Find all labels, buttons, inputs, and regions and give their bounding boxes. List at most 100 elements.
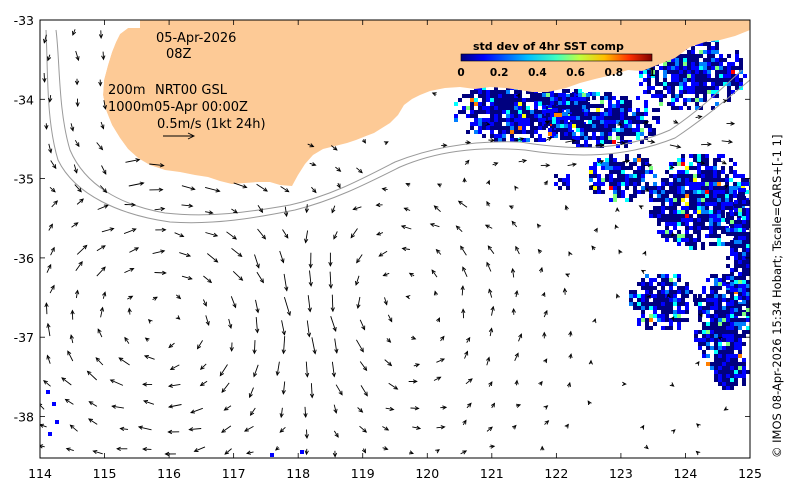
current-arrow <box>617 121 623 126</box>
sst-pixel <box>667 102 671 106</box>
sst-pixel <box>478 102 482 106</box>
sst-pixel <box>566 105 570 109</box>
sst-pixel <box>714 302 718 306</box>
sst-pixel <box>669 210 673 214</box>
sst-pixel <box>750 248 754 252</box>
sst-pixel <box>727 94 731 98</box>
current-arrow <box>205 232 219 237</box>
sst-pixel <box>608 124 612 128</box>
sst-pixel <box>706 354 710 358</box>
sst-pixel <box>661 298 665 302</box>
sst-pixel <box>683 74 687 78</box>
sst-pixel <box>671 82 675 86</box>
sst-pixel <box>701 174 705 178</box>
current-arrow <box>243 426 254 432</box>
sst-pixel <box>498 114 502 118</box>
sst-pixel <box>730 318 734 322</box>
sst-pixel <box>645 306 649 310</box>
sst-pixel <box>474 98 478 102</box>
sst-pixel <box>673 234 677 238</box>
sst-pixel <box>596 92 600 96</box>
sst-pixel <box>750 208 754 212</box>
sst-pixel <box>494 118 498 122</box>
sst-pixel <box>734 362 738 366</box>
sst-pixel <box>691 78 695 82</box>
sst-pixel <box>718 354 722 358</box>
sst-pixel <box>717 206 721 210</box>
sst-pixel <box>710 290 714 294</box>
sst-pixel <box>702 298 706 302</box>
sst-pixel <box>742 232 746 236</box>
current-arrow <box>436 317 440 323</box>
sst-pixel <box>661 302 665 306</box>
sst-pixel <box>633 182 637 186</box>
current-arrow <box>356 296 361 310</box>
current-arrow <box>74 139 80 148</box>
sst-pixel <box>722 310 726 314</box>
current-arrow <box>435 449 440 454</box>
sst-pixel <box>589 186 593 190</box>
current-arrow <box>253 364 259 378</box>
sst-pixel <box>586 105 590 109</box>
current-arrow <box>281 336 286 355</box>
current-arrow <box>311 186 317 194</box>
sst-pixel <box>542 97 546 101</box>
current-arrow <box>96 245 106 252</box>
sst-pixel <box>685 218 689 222</box>
sst-pixel <box>718 314 722 318</box>
sst-pixel <box>730 216 734 220</box>
sst-pixel <box>625 182 629 186</box>
sst-pixel <box>657 222 661 226</box>
sst-pixel <box>681 298 685 302</box>
sst-pixel <box>648 132 652 136</box>
sst-pixel <box>707 46 711 50</box>
sst-pixel <box>617 178 621 182</box>
sst-pixel <box>705 174 709 178</box>
sst-pixel <box>677 322 681 326</box>
sst-pixel <box>698 346 702 350</box>
sst-pixel <box>734 280 738 284</box>
sst-pixel <box>640 132 644 136</box>
current-arrow <box>388 382 399 390</box>
sst-pixel <box>750 240 754 244</box>
sst-pixel <box>685 222 689 226</box>
sst-pixel <box>651 66 655 70</box>
sst-pixel <box>738 252 742 256</box>
sst-pixel <box>52 402 56 406</box>
sst-pixel <box>562 105 566 109</box>
sst-pixel <box>548 104 552 108</box>
sst-pixel <box>592 112 596 116</box>
sst-pixel <box>687 78 691 82</box>
sst-pixel <box>726 310 730 314</box>
sst-pixel <box>629 194 633 198</box>
sst-pixel <box>550 101 554 105</box>
sst-pixel <box>753 206 757 210</box>
sst-pixel <box>687 90 691 94</box>
sst-pixel <box>750 276 754 280</box>
current-arrow <box>176 294 182 300</box>
sst-pixel <box>588 144 592 148</box>
sst-pixel <box>730 322 734 326</box>
sst-pixel <box>730 220 734 224</box>
sst-pixel <box>705 234 709 238</box>
sst-pixel <box>669 278 673 282</box>
sst-pixel <box>685 178 689 182</box>
sst-pixel <box>730 338 734 342</box>
current-arrow <box>515 245 520 255</box>
sst-pixel <box>673 182 677 186</box>
current-arrow <box>644 187 650 192</box>
sst-pixel <box>730 362 734 366</box>
sst-pixel <box>754 256 758 260</box>
sst-pixel <box>675 62 679 66</box>
sst-pixel <box>738 304 742 308</box>
colorbar-tick-label: 0.6 <box>566 67 585 79</box>
sst-pixel <box>734 326 738 330</box>
sst-pixel <box>731 62 735 66</box>
sst-pixel <box>703 58 707 62</box>
sst-pixel <box>454 118 458 122</box>
sst-pixel <box>713 226 717 230</box>
sst-pixel <box>738 334 742 338</box>
sst-pixel <box>706 302 710 306</box>
sst-pixel <box>675 78 679 82</box>
